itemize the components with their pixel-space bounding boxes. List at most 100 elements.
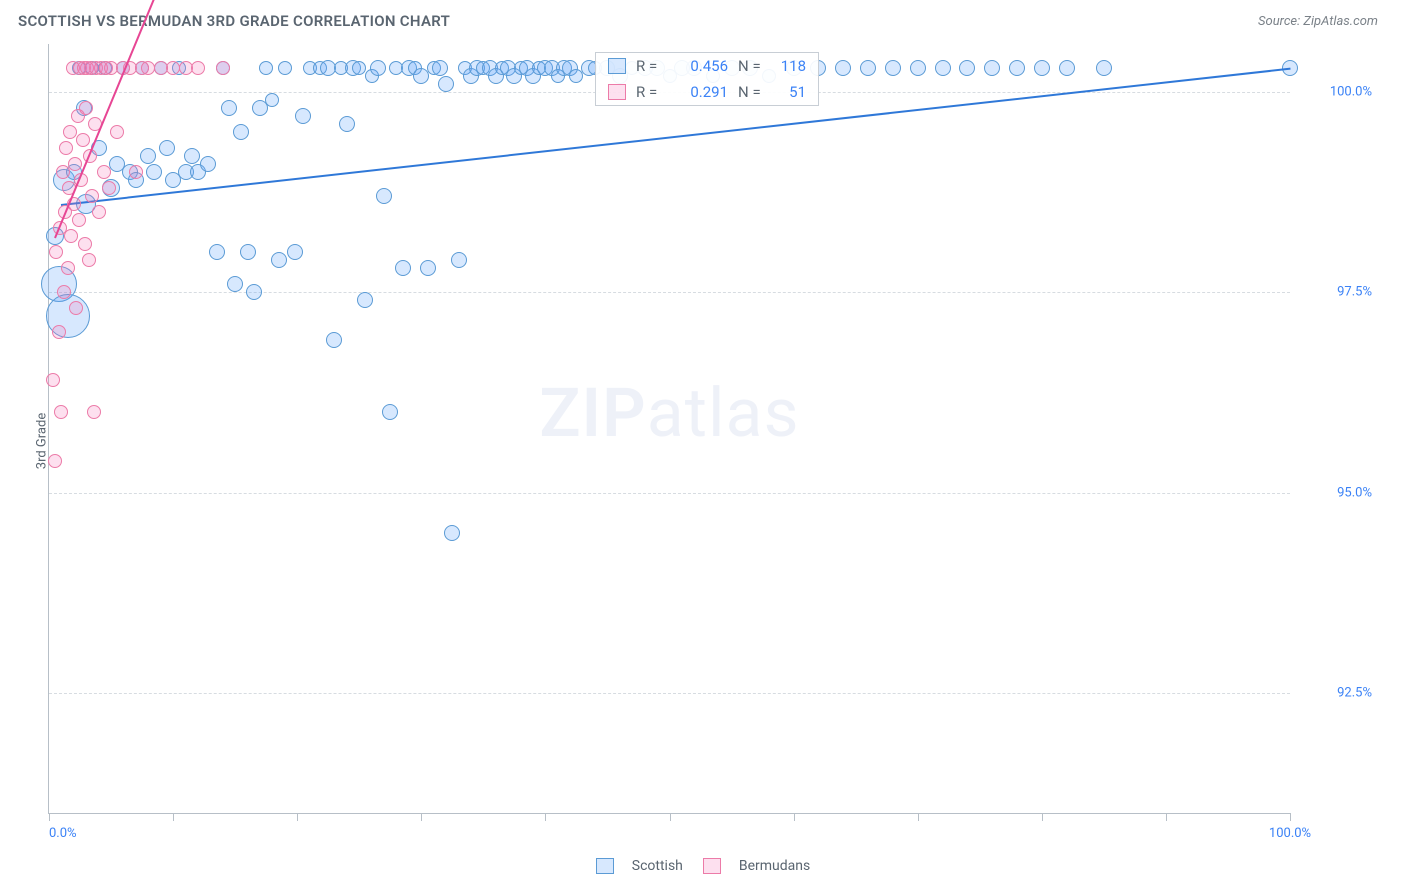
data-point	[61, 261, 75, 275]
data-point	[376, 188, 392, 204]
n-label: N =	[738, 57, 768, 75]
legend-swatch	[596, 858, 614, 874]
legend-item: Bermudans	[703, 858, 810, 874]
x-tick	[670, 813, 671, 821]
n-value: 118	[768, 57, 806, 75]
data-point	[1096, 60, 1112, 76]
data-point	[46, 373, 60, 387]
data-point	[432, 60, 448, 76]
y-tick-label: 92.5%	[1298, 685, 1372, 700]
x-tick	[1042, 813, 1043, 821]
legend-swatch	[608, 84, 626, 100]
data-point	[420, 260, 436, 276]
r-value: 0.291	[666, 83, 728, 101]
data-point	[287, 244, 303, 260]
bottom-legend: Scottish Bermudans	[0, 858, 1406, 874]
data-point	[68, 157, 82, 171]
data-point	[209, 244, 225, 260]
data-point	[227, 276, 243, 292]
data-point	[48, 454, 62, 468]
plot-area: ZIPatlas 100.0%97.5%95.0%92.5%0.0%100.0%…	[48, 44, 1290, 814]
data-point	[87, 405, 101, 419]
x-tick	[1290, 813, 1291, 821]
legend-label: Scottish	[632, 858, 683, 874]
x-tick-label-max: 100.0%	[1269, 826, 1311, 841]
n-label: N =	[738, 83, 768, 101]
y-tick-label: 100.0%	[1298, 85, 1372, 100]
data-point	[54, 405, 68, 419]
data-point	[1009, 60, 1025, 76]
data-point	[451, 252, 467, 268]
data-point	[910, 60, 926, 76]
data-point	[56, 165, 70, 179]
stats-legend-row: R =0.291N =51	[596, 79, 818, 105]
data-point	[97, 165, 111, 179]
legend-swatch	[608, 58, 626, 74]
data-point	[246, 284, 262, 300]
gridline-h	[49, 693, 1290, 694]
data-point	[78, 237, 92, 251]
data-point	[79, 101, 93, 115]
data-point	[1034, 60, 1050, 76]
data-point	[233, 124, 249, 140]
chart-title: SCOTTISH VS BERMUDAN 3RD GRADE CORRELATI…	[18, 12, 450, 30]
data-point	[444, 525, 460, 541]
y-tick-label: 97.5%	[1298, 285, 1372, 300]
data-point	[438, 76, 454, 92]
data-point	[76, 133, 90, 147]
data-point	[129, 165, 143, 179]
data-point	[102, 181, 116, 195]
data-point	[240, 244, 256, 260]
data-point	[85, 189, 99, 203]
x-tick	[794, 813, 795, 821]
data-point	[326, 332, 342, 348]
gridline-h	[49, 292, 1290, 293]
x-tick	[49, 813, 50, 821]
data-point	[860, 60, 876, 76]
data-point	[357, 292, 373, 308]
data-point	[184, 148, 200, 164]
data-point	[278, 61, 292, 75]
n-value: 51	[768, 83, 806, 101]
data-point	[82, 253, 96, 267]
data-point	[140, 148, 156, 164]
x-tick	[918, 813, 919, 821]
x-tick	[297, 813, 298, 821]
stats-legend-row: R =0.456N =118	[596, 53, 818, 79]
x-tick	[421, 813, 422, 821]
legend-swatch	[703, 858, 721, 874]
legend-item: Scottish	[596, 858, 683, 874]
x-tick-label-min: 0.0%	[49, 826, 77, 841]
data-point	[52, 325, 66, 339]
data-point	[69, 301, 83, 315]
data-point	[382, 404, 398, 420]
data-point	[159, 140, 175, 156]
data-point	[200, 156, 216, 172]
data-point	[339, 116, 355, 132]
legend-label: Bermudans	[739, 858, 810, 874]
data-point	[92, 205, 106, 219]
x-tick	[173, 813, 174, 821]
r-value: 0.456	[666, 57, 728, 75]
data-point	[885, 60, 901, 76]
stats-legend: R =0.456N =118R =0.291N =51	[595, 52, 819, 106]
data-point	[295, 108, 311, 124]
source-attribution: Source: ZipAtlas.com	[1258, 14, 1378, 29]
data-point	[370, 60, 386, 76]
data-point	[221, 100, 237, 116]
watermark: ZIPatlas	[539, 373, 799, 453]
data-point	[64, 229, 78, 243]
data-point	[191, 61, 205, 75]
x-tick	[545, 813, 546, 821]
x-tick	[1166, 813, 1167, 821]
y-tick-label: 95.0%	[1298, 485, 1372, 500]
data-point	[959, 60, 975, 76]
data-point	[59, 141, 73, 155]
data-point	[271, 252, 287, 268]
data-point	[49, 245, 63, 259]
data-point	[146, 164, 162, 180]
data-point	[72, 213, 86, 227]
gridline-h	[49, 493, 1290, 494]
data-point	[984, 60, 1000, 76]
data-point	[110, 125, 124, 139]
